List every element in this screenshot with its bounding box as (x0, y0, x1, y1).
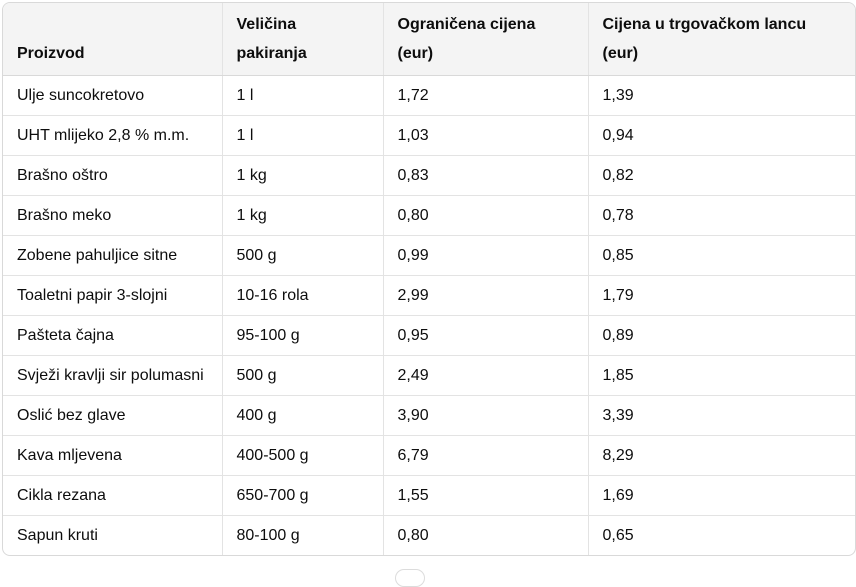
cell-limited-price: 1,72 (383, 75, 589, 116)
cell-chain-price: 1,69 (588, 475, 855, 516)
cell-limited-price: 0,83 (383, 155, 589, 196)
cell-limited-price: 1,03 (383, 115, 589, 156)
cell-package-size: 500 g (222, 235, 384, 276)
table-row: Oslić bez glave 400 g 3,90 3,39 (3, 395, 855, 436)
price-table: Proizvod Veličina pakiranja Ograničena c… (3, 3, 855, 555)
cell-chain-price: 3,39 (588, 395, 855, 436)
cell-limited-price: 0,99 (383, 235, 589, 276)
cell-chain-price: 1,79 (588, 275, 855, 316)
cell-product: Sapun kruti (3, 515, 223, 555)
cell-chain-price: 0,94 (588, 115, 855, 156)
table-row: Brašno oštro 1 kg 0,83 0,82 (3, 155, 855, 196)
cell-product: Ulje suncokretovo (3, 75, 223, 116)
table-row: Brašno meko 1 kg 0,80 0,78 (3, 195, 855, 236)
cell-limited-price: 1,55 (383, 475, 589, 516)
cell-chain-price: 0,82 (588, 155, 855, 196)
table-row: Toaletni papir 3-slojni 10-16 rola 2,99 … (3, 275, 855, 316)
cell-product: Brašno meko (3, 195, 223, 236)
table-row: Kava mljevena 400-500 g 6,79 8,29 (3, 435, 855, 476)
cell-product: Pašteta čajna (3, 315, 223, 356)
cell-product: UHT mlijeko 2,8 % m.m. (3, 115, 223, 156)
table-body: Ulje suncokretovo 1 l 1,72 1,39 UHT mlij… (3, 75, 855, 555)
cell-package-size: 1 l (222, 75, 384, 116)
price-table-container: Proizvod Veličina pakiranja Ograničena c… (2, 2, 856, 556)
cell-package-size: 95-100 g (222, 315, 384, 356)
table-row: Cikla rezana 650-700 g 1,55 1,69 (3, 475, 855, 516)
cell-product: Svježi kravlji sir polumasni (3, 355, 223, 396)
table-row: Pašteta čajna 95-100 g 0,95 0,89 (3, 315, 855, 356)
cell-package-size: 650-700 g (222, 475, 384, 516)
cell-package-size: 1 kg (222, 195, 384, 236)
cell-product: Toaletni papir 3-slojni (3, 275, 223, 316)
cell-product: Kava mljevena (3, 435, 223, 476)
table-row: Zobene pahuljice sitne 500 g 0,99 0,85 (3, 235, 855, 276)
table-row: Sapun kruti 80-100 g 0,80 0,65 (3, 515, 855, 555)
cell-chain-price: 8,29 (588, 435, 855, 476)
cell-package-size: 1 l (222, 115, 384, 156)
cell-product: Zobene pahuljice sitne (3, 235, 223, 276)
header-limited-price: Ograničena cijena (eur) (383, 3, 589, 76)
header-package-size: Veličina pakiranja (222, 3, 384, 76)
cell-limited-price: 6,79 (383, 435, 589, 476)
cell-package-size: 500 g (222, 355, 384, 396)
cell-package-size: 400-500 g (222, 435, 384, 476)
cell-package-size: 80-100 g (222, 515, 384, 555)
cell-chain-price: 1,39 (588, 75, 855, 116)
table-row: UHT mlijeko 2,8 % m.m. 1 l 1,03 0,94 (3, 115, 855, 156)
cell-product: Cikla rezana (3, 475, 223, 516)
cell-chain-price: 0,78 (588, 195, 855, 236)
cell-package-size: 10-16 rola (222, 275, 384, 316)
cell-limited-price: 2,49 (383, 355, 589, 396)
cell-chain-price: 0,85 (588, 235, 855, 276)
table-row: Svježi kravlji sir polumasni 500 g 2,49 … (3, 355, 855, 396)
table-row: Ulje suncokretovo 1 l 1,72 1,39 (3, 75, 855, 116)
scroll-down-button[interactable] (395, 569, 425, 587)
header-chain-price: Cijena u trgovačkom lancu (eur) (588, 3, 855, 76)
table-header: Proizvod Veličina pakiranja Ograničena c… (3, 3, 855, 76)
cell-package-size: 1 kg (222, 155, 384, 196)
cell-chain-price: 1,85 (588, 355, 855, 396)
cell-limited-price: 0,80 (383, 515, 589, 555)
cell-product: Brašno oštro (3, 155, 223, 196)
cell-product: Oslić bez glave (3, 395, 223, 436)
cell-limited-price: 3,90 (383, 395, 589, 436)
cell-package-size: 400 g (222, 395, 384, 436)
cell-limited-price: 2,99 (383, 275, 589, 316)
header-row: Proizvod Veličina pakiranja Ograničena c… (3, 3, 855, 76)
cell-chain-price: 0,89 (588, 315, 855, 356)
cell-limited-price: 0,80 (383, 195, 589, 236)
cell-limited-price: 0,95 (383, 315, 589, 356)
header-product: Proizvod (3, 3, 223, 76)
cell-chain-price: 0,65 (602, 527, 634, 544)
